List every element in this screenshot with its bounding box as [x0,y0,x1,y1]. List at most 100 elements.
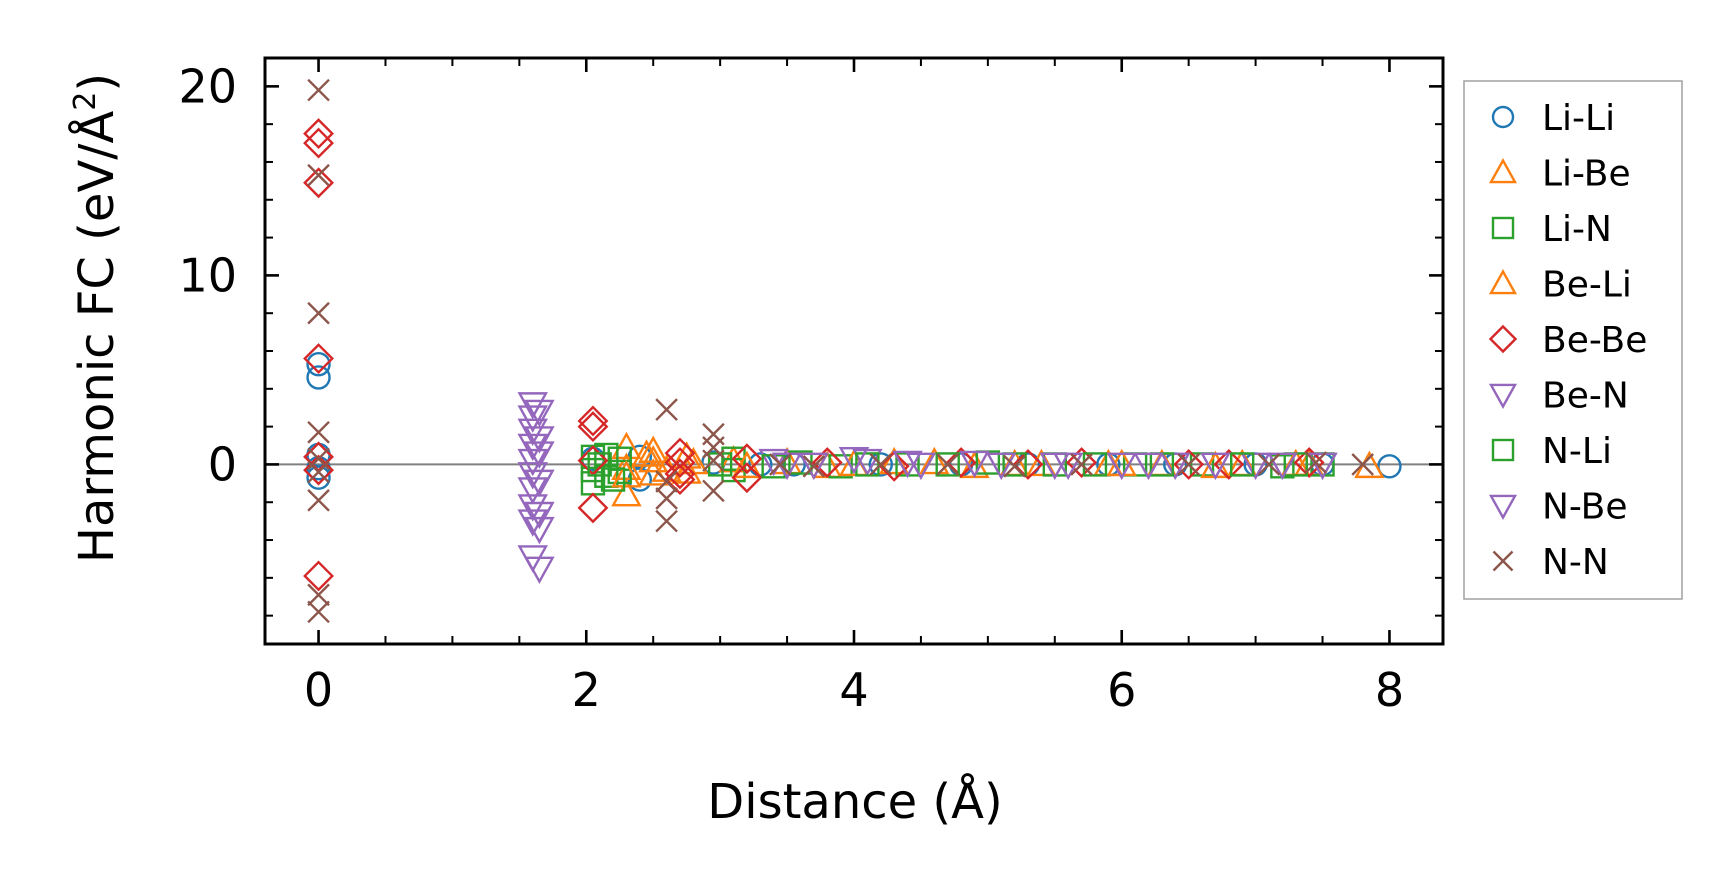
data-point [637,458,669,486]
legend-marker [1488,324,1518,354]
data-point [524,399,555,428]
legend-label: N-Be [1542,487,1627,528]
y-tick-label: 0 [208,437,237,491]
data-point [1070,453,1093,476]
data-point [577,411,609,443]
legend-label: Be-Be [1542,320,1647,361]
x-axis-title: Distance (Å) [707,773,1002,830]
legend-label: Li-Be [1542,154,1631,195]
series-n-be [524,426,1298,530]
data-point [838,446,870,475]
legend-item: Li-Be [1488,154,1631,195]
x-tick-label: 4 [839,663,868,717]
legend-label: Li-Li [1542,98,1615,139]
data-point [1267,452,1298,481]
data-point [1003,455,1026,478]
data-point [1160,452,1191,481]
data-point [307,420,330,444]
legend-marker [1488,494,1518,520]
data-point [936,453,960,476]
data-point [517,405,548,433]
legend-item: N-N [1492,542,1609,583]
data-point [307,489,330,512]
data-point [517,462,548,490]
data-point [1293,447,1325,478]
data-point [517,448,548,477]
data-point [600,467,626,492]
data-point [307,583,330,607]
data-point [306,365,331,390]
data-point [802,455,826,478]
data-point [1240,452,1271,481]
data-point [517,494,548,522]
data-point [524,441,555,469]
data-point [587,452,612,477]
legend-item: Be-N [1488,376,1629,417]
data-point [631,439,662,467]
data-point [1213,448,1245,480]
data-point [307,460,330,484]
y-axis-title-sup: 2 [68,92,103,111]
y-tick-label: 20 [178,59,237,113]
data-point [303,167,334,199]
data-point [1133,452,1164,481]
legend-item: Be-Be [1488,320,1647,361]
data-point [1351,453,1374,476]
data-point [655,487,678,510]
data-point [655,470,678,493]
data-point [1052,452,1084,481]
legend-marker [1491,216,1515,240]
data-layer [265,78,1443,624]
data-point [524,501,555,530]
data-point [611,452,642,480]
y-axis-title-close: ) [69,73,125,92]
data-point [577,405,609,437]
y-axis-title: Harmonic FC (eV/Å2) [68,73,125,563]
data-point [307,78,330,102]
legend-label: N-Li [1542,431,1612,472]
series-be-be [303,118,1325,592]
data-point [892,450,923,479]
data-point [611,431,642,460]
legend-item: Li-N [1491,209,1612,250]
legend-marker [1488,158,1518,184]
data-point [1066,447,1098,478]
data-point [580,457,606,483]
data-point [1012,448,1044,480]
data-point [1304,451,1328,474]
data-point [811,447,843,478]
data-point [307,301,330,325]
data-point [307,600,330,624]
legend-item: Be-Li [1488,265,1632,306]
x-tick-label: 0 [304,663,333,717]
legend-marker [1488,269,1518,295]
data-point [1257,453,1281,476]
series-be-n [517,392,1338,585]
data-point [769,453,792,476]
legend-marker [1488,383,1518,409]
data-point [577,492,609,524]
data-point [935,452,960,477]
data-point [731,443,763,475]
data-point [1177,453,1200,476]
data-point [1307,452,1338,481]
legend-marker [1491,438,1515,462]
plot-frame [263,56,1445,646]
data-point [664,458,696,490]
data-point [611,460,642,488]
legend-label: Li-N [1542,209,1612,250]
data-point [1173,448,1205,480]
data-point [731,462,763,494]
data-point [664,447,696,478]
data-point [637,444,669,473]
x-tick-label: 8 [1375,663,1404,717]
legend-marker [1492,550,1514,572]
data-point [702,449,725,472]
legend-marker [1491,105,1515,129]
data-point [664,464,696,495]
data-point [869,453,893,476]
data-point [524,556,555,585]
data-point [306,465,331,490]
data-point [1200,452,1231,481]
